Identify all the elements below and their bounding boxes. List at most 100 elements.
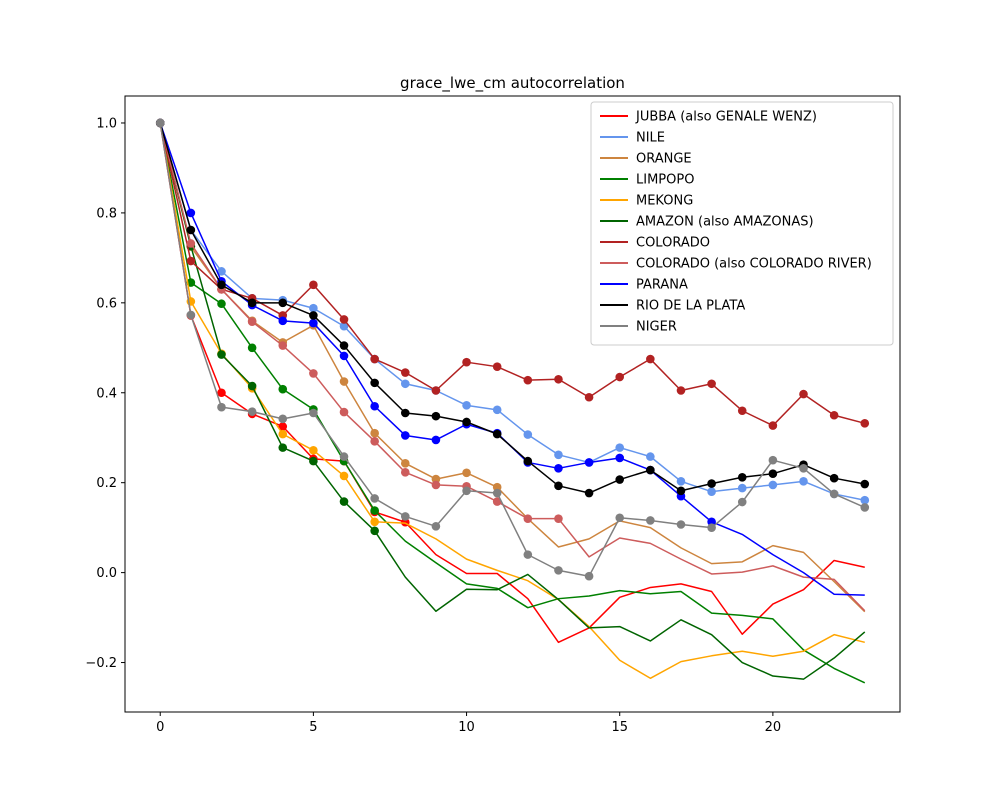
series-line-limpopo [159,122,866,684]
data-point-niger [829,489,839,499]
data-point-parana [309,318,318,328]
y-tick-label: 0.4 [96,386,117,401]
data-point-colorado [799,389,808,399]
data-point-mekong [339,471,349,481]
series-line-amazon-also-amazonas [159,122,866,680]
data-point-jubba-also-genale-wenz [278,422,288,431]
legend-label: LIMPOPO [636,173,694,188]
data-point-rio-de-la-plata [554,481,563,491]
data-point-colorado-also-colorado-river [339,407,349,417]
data-point-nile [492,405,502,415]
data-point-nile [646,452,655,461]
data-point-amazon-also-amazonas [309,456,318,466]
data-point-colorado [523,375,533,385]
data-point-niger [370,494,379,503]
data-point-rio-de-la-plata [707,479,716,488]
data-point-amazon-also-amazonas [339,497,349,506]
data-point-colorado-also-colorado-river [400,468,410,477]
legend-item: COLORADO [600,236,710,251]
data-point-parana [370,401,379,411]
data-point-rio-de-la-plata [646,465,655,475]
legend-item: NIGER [600,320,677,335]
data-point-niger [155,118,165,128]
data-point-nile [707,487,716,496]
series-line-mekong [159,122,865,680]
data-point-rio-de-la-plata [523,456,533,466]
series-line-nile [159,122,865,501]
legend-label: PARANA [636,278,688,293]
series-line-orange [159,122,866,613]
data-point-parana [400,431,410,440]
data-point-nile [860,495,870,505]
data-point-parana [339,351,349,361]
data-point-colorado [339,315,349,324]
y-tick-label: 0.2 [96,476,117,491]
data-point-nile [400,379,410,389]
y-axis: −0.2 0.0 0.2 0.4 0.6 0.8 1.0 [85,116,125,671]
data-point-colorado [615,372,625,382]
data-point-colorado [676,386,686,395]
data-point-niger [186,310,196,320]
y-tick-label: 0.6 [96,296,117,311]
data-point-colorado-also-colorado-river [492,497,502,506]
legend: JUBBA (also GENALE WENZ) NILE ORANGE LIMPOP… [590,101,894,346]
data-point-niger [492,488,502,498]
data-point-niger [462,486,471,496]
legend-item: RIO DE LA PLATA [600,299,745,314]
data-point-niger [707,523,716,532]
legend-item: JUBBA (also GENALE WENZ) [600,110,817,125]
chart-title: grace_lwe_cm autocorrelation [400,74,625,93]
data-point-niger [309,408,318,418]
data-point-colorado-also-colorado-river [370,437,379,446]
data-point-colorado [829,410,839,420]
data-point-parana [431,435,441,445]
data-point-rio-de-la-plata [400,408,410,418]
data-point-orange [462,468,471,478]
y-tick-label: −0.2 [85,656,117,671]
data-point-colorado-also-colorado-river [554,514,563,523]
data-point-colorado-also-colorado-river [309,369,318,378]
series-line-colorado [159,122,865,427]
data-point-rio-de-la-plata [615,475,625,484]
data-point-colorado-also-colorado-river [523,514,533,523]
data-point-colorado [462,357,471,367]
data-point-nile [554,450,563,460]
data-point-rio-de-la-plata [462,417,471,427]
data-point-rio-de-la-plata [370,378,379,388]
data-point-niger [584,571,594,581]
data-point-rio-de-la-plata [339,341,349,350]
y-tick-label: 0.8 [96,206,117,221]
data-point-parana [278,316,288,326]
data-point-colorado [737,406,747,416]
data-point-rio-de-la-plata [278,298,288,308]
series-line-jubba-also-genale-wenz [159,122,865,644]
x-tick-label: 15 [611,720,628,735]
x-tick-label: 0 [156,720,164,735]
data-point-niger [646,516,655,525]
data-point-parana [584,458,594,467]
series-line-colorado-also-colorado-river [159,122,866,612]
data-point-limpopo [217,299,226,309]
data-point-nile [217,267,226,276]
x-tick-label: 5 [309,720,317,735]
legend-label: ORANGE [636,152,692,167]
data-point-colorado [492,362,502,371]
data-point-colorado [768,421,778,430]
legend-label: RIO DE LA PLATA [636,299,745,314]
data-point-niger [554,566,563,575]
x-tick-label: 20 [765,720,782,735]
data-point-amazon-also-amazonas [278,443,288,452]
data-point-niger [737,497,747,507]
data-point-niger [431,522,441,531]
legend-label: MEKONG [636,194,693,209]
y-tick-label: 0.0 [96,566,117,581]
data-point-amazon-also-amazonas [217,350,226,359]
data-point-mekong [370,517,379,527]
legend-item: AMAZON (also AMAZONAS) [600,215,814,230]
data-point-nile [462,401,471,410]
legend-item: NILE [600,131,665,146]
series-line-rio-de-la-plata [159,122,865,494]
legend-box [590,101,894,346]
